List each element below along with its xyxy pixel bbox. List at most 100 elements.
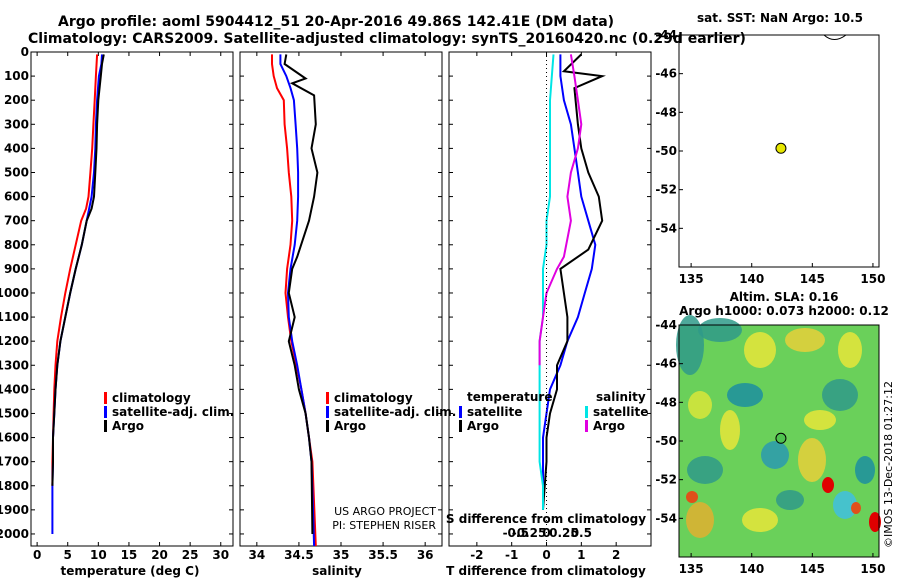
sla-anomaly-blob — [804, 410, 836, 430]
depth-tick-label: 2000 — [0, 527, 29, 541]
sla-map-subtitle: Argo h1000: 0.073 h2000: 0.12 — [679, 304, 889, 318]
depth-tick-label: 300 — [4, 117, 29, 131]
x-tick-label: 5 — [64, 548, 72, 562]
series-line-argo — [51, 54, 105, 486]
series-line-satellite-adj-clim- — [51, 54, 103, 534]
salinity-diff-tick-label: 0 — [542, 526, 550, 540]
legend-title-temperature: temperature — [467, 390, 552, 404]
legend-swatch — [104, 392, 107, 404]
depth-tick-label: 1100 — [0, 310, 29, 324]
argo-float-position-marker — [775, 432, 787, 444]
depth-tick-label: 900 — [4, 262, 29, 276]
sla-anomaly-blob — [855, 456, 875, 484]
x-tick-label: 35 — [333, 548, 350, 562]
sla-anomaly-blob — [720, 410, 740, 450]
sla-anomaly-blob — [761, 441, 789, 469]
salinity-diff-tick-label: 0.25 — [549, 526, 579, 540]
sla-anomaly-blob — [744, 332, 776, 368]
depth-tick-label: 1200 — [0, 334, 29, 348]
sla-anomaly-blob — [798, 438, 826, 482]
salinity-plot: 34 34.5 35 35.5 36 climatologysatellite-adj. … — [240, 51, 456, 562]
sla-high-anomaly — [686, 491, 698, 503]
temperature-xlabel: temperature (deg C) — [61, 564, 200, 578]
legend-swatch — [326, 392, 329, 404]
difference-xlabel: T difference from climatology — [446, 564, 646, 578]
figure-title-line1: Argo profile: aoml 5904412_51 20-Apr-201… — [58, 14, 614, 30]
sla-high-anomaly — [851, 502, 861, 514]
map-lat-tick-label: -48 — [655, 105, 677, 119]
legend-swatch — [459, 420, 462, 432]
x-tick-label: -1 — [505, 548, 518, 562]
sla-anomaly-blob — [742, 508, 778, 532]
legend-label: satellite — [467, 405, 522, 419]
x-tick-label: 20 — [151, 548, 168, 562]
legend-swatch — [459, 406, 462, 418]
sla-high-anomaly — [869, 512, 881, 532]
series-line-s-argo — [538, 54, 583, 366]
depth-tick-label: 1600 — [0, 431, 29, 445]
legend-label: climatology — [334, 391, 413, 405]
map-lat-tick-label: -46 — [655, 67, 677, 81]
legend-label: Argo — [112, 419, 144, 433]
depth-tick-label: 1800 — [0, 479, 29, 493]
x-tick-label: 36 — [417, 548, 434, 562]
depth-tick-label: 1700 — [0, 455, 29, 469]
credit-project: US ARGO PROJECT — [334, 505, 436, 518]
sla-anomaly-blob — [688, 391, 712, 419]
salinity-xlabel: salinity — [312, 564, 362, 578]
sla-high-anomaly — [822, 477, 834, 493]
depth-tick-label: 1400 — [0, 382, 29, 396]
x-tick-label: 1 — [577, 548, 585, 562]
map-lat-tick-label: -54 — [655, 511, 677, 525]
legend-label: satellite-adj. clim. — [334, 405, 456, 419]
series-line-climatology — [271, 54, 317, 547]
sla-anomaly-blob — [838, 332, 862, 368]
sla-anomaly-blob — [687, 456, 723, 484]
sla-anomaly-blob — [776, 490, 804, 510]
map-lat-tick-label: -52 — [655, 473, 677, 487]
legend-label: climatology — [112, 391, 191, 405]
salinity-diff-tick-label: -0.25 — [512, 526, 547, 540]
legend-label: Argo — [467, 419, 499, 433]
legend-swatch — [104, 406, 107, 418]
x-tick-label: 25 — [182, 548, 199, 562]
x-tick-label: 35.5 — [368, 548, 398, 562]
sla-map-title: Altim. SLA: 0.16 — [730, 290, 839, 304]
map-lon-tick-label: 150 — [860, 272, 885, 286]
x-tick-label: 2 — [612, 548, 620, 562]
coastline-outline — [823, 34, 847, 40]
map-lat-tick-label: -46 — [655, 357, 677, 371]
map-lon-tick-label: 150 — [860, 562, 885, 576]
sla-anomaly-blob — [686, 502, 714, 538]
temperature-plot: 0 5 10 15 20 25 300100200300400500600700800900… — [0, 45, 234, 562]
legend-label: satellite-adj. clim. — [112, 405, 234, 419]
difference-plot: -2 -1 0 1 2-0.5-0.2500.250.5temperaturesatel… — [449, 51, 651, 562]
map-lat-tick-label: -48 — [655, 395, 677, 409]
sst-map: 135 140 145 150 -44 -46 -48 -50 -52 -54 — [655, 28, 885, 286]
map-lon-tick-label: 135 — [679, 562, 704, 576]
x-tick-label: -2 — [470, 548, 483, 562]
salinity-diff-tick-label: -0.5 — [503, 526, 529, 540]
depth-tick-label: 1300 — [0, 358, 29, 372]
legend-swatch — [326, 420, 329, 432]
salinity-diff-tick-label: 0.5 — [571, 526, 592, 540]
temperature-panel-frame — [30, 51, 234, 547]
map-lon-tick-label: 140 — [739, 272, 764, 286]
map-lon-tick-label: 145 — [800, 562, 825, 576]
depth-tick-label: 800 — [4, 238, 29, 252]
depth-tick-label: 600 — [4, 190, 29, 204]
figure-title-line2: Climatology: CARS2009. Satellite-adjuste… — [28, 31, 746, 47]
depth-tick-label: 0 — [21, 45, 29, 59]
sla-map: 135 140 145 150 -44 -46 -48 -50 -52 -54 — [655, 315, 885, 576]
legend-label: satellite — [593, 405, 648, 419]
x-tick-label: 30 — [212, 548, 229, 562]
credit-pi: PI: STEPHEN RISER — [332, 519, 436, 532]
x-tick-label: 0 — [33, 548, 41, 562]
legend-swatch — [585, 406, 588, 418]
legend-swatch — [585, 420, 588, 432]
imos-watermark: ©IMOS 13-Dec-2018 01:27:12 — [882, 381, 895, 548]
map-lat-tick-label: -50 — [655, 434, 677, 448]
sla-anomaly-blob — [676, 315, 704, 375]
series-line-argo — [283, 54, 319, 535]
